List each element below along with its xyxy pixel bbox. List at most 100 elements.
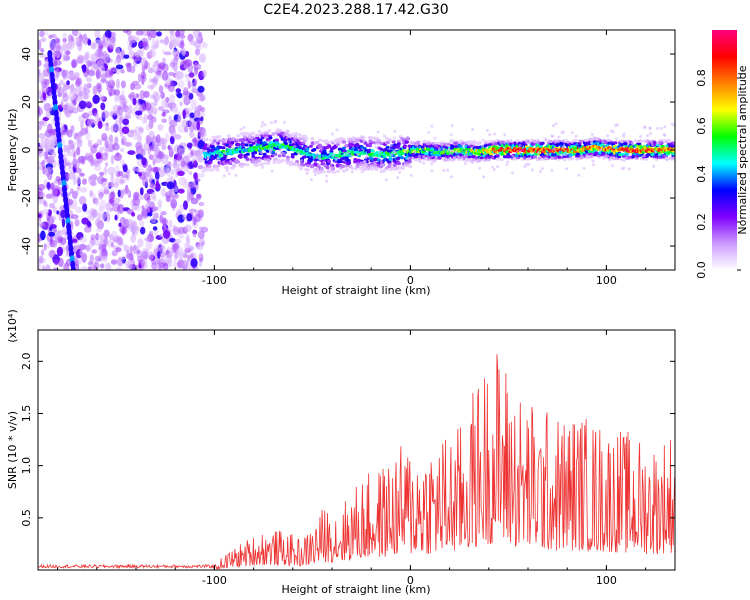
spectrogram-ridge-cell: [228, 161, 233, 166]
spectrogram-noise-cell: [108, 192, 115, 201]
spectrogram-noise-cell: [164, 132, 170, 142]
spectrogram-ridge-cell: [485, 140, 490, 144]
spectrogram-noise-cell: [41, 266, 47, 270]
spectrogram-halo-cell: [344, 143, 348, 147]
spectrogram-halo-cell: [518, 150, 522, 154]
spectrogram-noise-cell: [38, 90, 41, 99]
spectrogram-noise-cell: [41, 159, 45, 169]
spectrogram-ridge-cell: [209, 168, 214, 172]
spectrogram-halo-cell: [598, 148, 602, 152]
spectrogram-halo-cell: [442, 147, 445, 151]
spectrogram-noise-cell: [193, 172, 199, 180]
spectrogram-ridge-cell: [308, 144, 313, 148]
spectrogram-noise-cell: [83, 57, 87, 63]
spectrogram-ridge-cell: [341, 140, 346, 144]
spectrogram-halo-cell: [601, 140, 605, 144]
spectrogram-halo-cell: [659, 138, 663, 142]
spectrogram-halo-cell: [389, 144, 393, 148]
spectrogram-ridge-cell: [207, 165, 212, 169]
spectrogram-halo-cell: [418, 160, 422, 164]
spectrogram-ridge-cell: [236, 160, 241, 164]
spectrogram-noise-cell: [75, 86, 82, 93]
spectrogram-noise-cell: [137, 134, 143, 144]
spectrogram-ridge-cell: [245, 163, 250, 167]
spectrogram-ridge-cell: [407, 144, 412, 148]
spectrogram-halo-cell: [360, 170, 364, 174]
spectrogram-halo-cell: [374, 145, 378, 149]
spectrogram-noise-cell: [112, 143, 120, 151]
spectrogram-noise-cell: [116, 257, 124, 267]
spectrogram-noise-cell: [61, 218, 66, 228]
spectrogram-noise-cell: [110, 154, 115, 165]
spectrogram-noise-cell: [165, 249, 170, 255]
spectrogram-noise-cell: [66, 80, 70, 86]
spectrogram-ridge-cell: [459, 139, 464, 143]
spectrogram-noise-cell: [192, 230, 197, 238]
spectrogram-noise-cell: [146, 114, 154, 121]
spectrogram-ridge-cell: [355, 164, 360, 168]
spectrogram-ridge-cell: [666, 151, 671, 155]
spectrogram-halo-cell: [362, 139, 366, 143]
spectrogram-halo-cell: [649, 132, 652, 136]
spectrogram-noise-cell: [56, 246, 64, 257]
spectrogram-ridge-cell: [210, 141, 215, 145]
spectrogram-noise-cell: [105, 210, 110, 219]
spectrogram-noise-cell: [107, 32, 112, 39]
spectrogram-ridge-cell: [620, 140, 625, 144]
spectrogram-noise-cell: [86, 77, 93, 83]
spectrogram-ridge-cell: [514, 154, 519, 158]
spectrogram-ridge-cell: [251, 131, 256, 135]
snr-y-label: SNR (10 * v/v): [6, 411, 19, 489]
spectrogram-noise-cell: [126, 249, 130, 259]
spectrogram-noise-cell: [114, 119, 121, 127]
spectrogram-noise-cell: [176, 147, 183, 158]
spectrogram-halo-cell: [450, 175, 453, 179]
spectrogram-noise-cell: [57, 229, 63, 237]
spectrogram-noise-cell: [100, 73, 107, 83]
spectrogram-halo-cell: [413, 150, 416, 154]
spectrogram-noise-cell: [141, 260, 148, 270]
spectrogram-noise-cell: [61, 138, 66, 146]
spectrogram-halo-cell: [274, 151, 278, 155]
spectrogram-noise-cell: [38, 72, 45, 83]
spectrogram-halo-cell: [245, 140, 249, 144]
spectrogram-halo-cell: [652, 164, 656, 168]
spectrogram-noise-cell: [101, 212, 107, 221]
spectrogram-noise-cell: [153, 98, 158, 107]
spectrogram-halo-cell: [597, 137, 601, 141]
spectrogram-noise-cell: [93, 112, 99, 119]
spectrogram-ridge-cell: [320, 167, 324, 171]
spectrogram-ridge-core: [337, 154, 342, 158]
spectrogram-halo-cell: [229, 159, 233, 163]
spectrogram-halo-cell: [382, 163, 386, 167]
spectrogram-noise-cell: [192, 120, 197, 130]
spectrogram-noise-cell: [196, 244, 204, 251]
spectrogram-halo-cell: [234, 173, 238, 177]
spectrogram-noise-cell: [69, 143, 75, 150]
spectrogram-noise-cell: [117, 203, 125, 214]
spectrogram-noise-cell: [107, 182, 115, 189]
spectrogram-noise-cell: [57, 235, 63, 243]
spectrogram-noise-cell: [200, 95, 206, 101]
spectrogram-noise-cell: [153, 156, 162, 164]
spectrogram-halo-cell: [297, 136, 301, 140]
spectrogram-noise-cell: [53, 240, 58, 248]
spectrogram-noise-cell: [149, 49, 157, 58]
spectrogram-halo-cell: [450, 124, 454, 128]
spectrogram-ridge-cell: [384, 136, 389, 140]
spectrogram-noise-cell: [182, 109, 186, 120]
spectrogram-halo-cell: [658, 153, 662, 157]
spectrogram-halo-cell: [350, 154, 354, 158]
spectrogram-noise-cell: [72, 30, 79, 37]
spectrogram-noise-cell: [136, 249, 141, 255]
spectrogram-halo-cell: [403, 150, 407, 154]
spectrogram-ridge-core: [672, 150, 675, 154]
spectrogram-noise-cell: [165, 97, 170, 103]
spectrogram-noise-cell: [92, 85, 98, 96]
spectrogram-ridge-cell: [293, 134, 298, 138]
spectrogram-noise-cell: [67, 102, 76, 111]
spectrogram-noise-cell: [53, 206, 58, 214]
spectrogram-halo-cell: [662, 133, 666, 137]
spectrogram-ridge-cell: [342, 149, 347, 153]
spectrogram-halo-cell: [291, 140, 295, 144]
